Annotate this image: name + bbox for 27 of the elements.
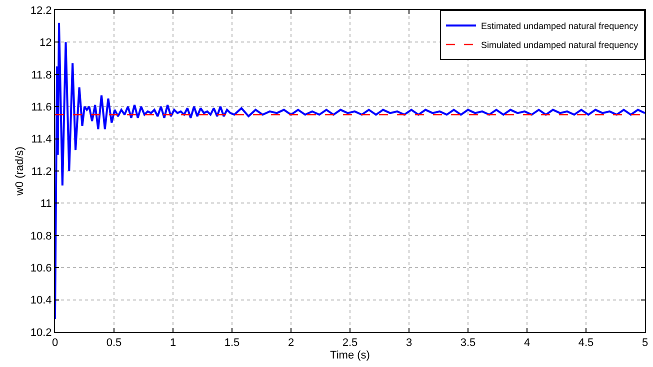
y-tick-label: 12.2 (30, 4, 52, 17)
x-axis-title: Time (s) (330, 349, 370, 362)
y-tick-label: 12 (40, 37, 52, 50)
y-tick-label: 10.4 (30, 294, 52, 307)
x-tick-label: 0 (52, 337, 58, 350)
x-tick-label: 2.5 (342, 337, 358, 350)
y-axis-title: w0 (rad/s) (14, 146, 26, 196)
y-tick-label: 10.2 (30, 326, 52, 339)
x-tick-label: 2 (288, 337, 294, 350)
x-tick-label: 1 (170, 337, 176, 350)
line-series (55, 22, 645, 320)
legend-label: Estimated undamped natural frequency (481, 21, 639, 32)
y-tick-label: 11.6 (31, 101, 52, 114)
y-tick-label: 11.4 (31, 134, 52, 146)
x-tick-label: 1.5 (224, 337, 240, 350)
x-tick-label: 5 (642, 337, 648, 350)
x-tick-label: 3.5 (460, 337, 476, 350)
x-tick-label: 0.5 (106, 337, 122, 350)
y-tick-label: 11.8 (31, 69, 52, 82)
y-tick-label: 10.6 (30, 262, 52, 274)
x-tick-label: 4 (524, 337, 530, 350)
y-tick-label: 10.8 (30, 230, 52, 242)
x-tick-label: 4.5 (578, 337, 594, 350)
y-tick-label: 11.2 (31, 166, 52, 178)
y-tick-label: 11 (40, 198, 52, 210)
legend-label: Simulated undamped natural frequency (481, 40, 639, 50)
x-tick-label: 3 (406, 337, 412, 350)
